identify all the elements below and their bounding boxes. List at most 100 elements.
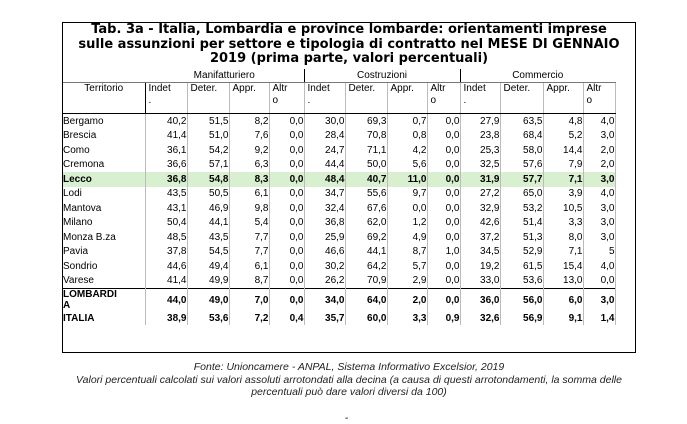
value-cell: 46,6	[303, 244, 346, 259]
value-cell: 64,2	[345, 259, 388, 274]
value-cell: 4,8	[543, 113, 584, 129]
subcolumn-header: Altr o	[269, 82, 305, 114]
value-cell: 56,9	[500, 311, 544, 325]
value-cell: 30,0	[303, 113, 346, 129]
value-cell: 5,6	[387, 157, 428, 172]
territory-cell: Como	[63, 143, 146, 158]
value-cell: 0,4	[269, 311, 305, 325]
value-cell: 5,7	[387, 259, 428, 274]
value-cell: 69,2	[345, 230, 388, 245]
value-cell: 36,6	[144, 157, 188, 172]
value-cell: 34,7	[303, 186, 346, 201]
value-cell: 36,8	[303, 215, 346, 230]
value-cell: 7,6	[229, 128, 270, 143]
value-cell: 11,0	[387, 172, 428, 187]
table-row: Brescia 41,4 51,0 7,6 0,0 28,4 70,8 0,8 0,0 23,8 6…	[63, 128, 616, 143]
value-cell: 8,3	[229, 172, 270, 187]
table-row: LOMBARDI A 44,0 49,0 7,0 0,0 34,0 64,0 2,0 0,0 36…	[63, 288, 616, 311]
value-cell: 71,1	[345, 143, 388, 158]
value-cell: 3,9	[543, 186, 584, 201]
value-cell: 0,0	[269, 288, 305, 311]
value-cell: 25,9	[303, 230, 346, 245]
value-cell: 51,0	[187, 128, 230, 143]
value-cell: 44,0	[144, 288, 188, 311]
value-cell: 0,0	[427, 128, 461, 143]
value-cell: 44,6	[144, 259, 188, 274]
value-cell: 9,8	[229, 201, 270, 216]
subcolumn-header: Indet .	[144, 82, 188, 114]
value-cell: 2,9	[387, 273, 428, 289]
territory-cell: Sondrio	[63, 259, 146, 274]
value-cell: 9,2	[229, 143, 270, 158]
value-cell: 5,2	[543, 128, 584, 143]
sector-header: Commercio	[459, 69, 615, 83]
value-cell: 54,2	[187, 143, 230, 158]
value-cell: 6,1	[229, 259, 270, 274]
value-cell: 62,0	[345, 215, 388, 230]
subcolumn-header: Appr.	[387, 82, 428, 114]
value-cell: 60,0	[345, 311, 388, 325]
value-cell: 0,0	[269, 230, 305, 245]
value-cell: 0,0	[427, 143, 461, 158]
value-cell: 44,1	[187, 215, 230, 230]
subcolumn-header: Indet .	[459, 82, 501, 114]
value-cell: 48,4	[303, 172, 346, 187]
value-cell: 0,0	[427, 273, 461, 289]
table-row: Varese 41,4 49,9 8,7 0,0 26,2 70,9 2,9 0,0 33,0 53…	[63, 273, 616, 289]
value-cell: 3,0	[583, 215, 616, 230]
sector-header: Manifatturiero	[145, 69, 304, 83]
value-cell: 5,4	[229, 215, 270, 230]
value-cell: 32,4	[303, 201, 346, 216]
value-cell: 19,2	[459, 259, 501, 274]
value-cell: 43,5	[187, 230, 230, 245]
subcolumn-header: Appr.	[229, 82, 270, 114]
value-cell: 2,0	[583, 143, 616, 158]
value-cell: 0,0	[269, 201, 305, 216]
subcolumn-header: Deter.	[345, 82, 388, 114]
value-cell: 5	[583, 244, 616, 259]
value-cell: 0,0	[269, 172, 305, 187]
value-cell: 3,0	[583, 288, 616, 311]
value-cell: 9,1	[543, 311, 584, 325]
value-cell: 7,1	[543, 172, 584, 187]
value-cell: 0,0	[427, 157, 461, 172]
territory-cell: Lodi	[63, 186, 146, 201]
value-cell: 43,5	[144, 186, 188, 201]
value-cell: 52,9	[500, 244, 544, 259]
value-cell: 36,8	[144, 172, 188, 187]
rounding-note: Valori percentuali calcolati sui valori …	[76, 374, 622, 398]
value-cell: 68,4	[500, 128, 544, 143]
value-cell: 41,4	[144, 273, 188, 289]
value-cell: 0,7	[387, 113, 428, 129]
value-cell: 26,2	[303, 273, 346, 289]
subcolumn-header: Appr.	[543, 82, 584, 114]
source-note: Fonte: Unioncamere - ANPAL, Sistema Info…	[193, 361, 505, 373]
value-cell: 0,0	[269, 244, 305, 259]
table-row: Lecco 36,8 54,8 8,3 0,0 48,4 40,7 11,0 0,0 31,9 57…	[63, 172, 616, 187]
value-cell: 33,0	[459, 273, 501, 289]
sector-header-row: Manifatturiero Costruzioni Commercio	[63, 69, 615, 83]
value-cell: 35,7	[303, 311, 346, 325]
table-title: Tab. 3a - Italia, Lombardia e province l…	[62, 22, 636, 67]
value-cell: 37,2	[459, 230, 501, 245]
value-cell: 57,7	[500, 172, 544, 187]
title-line-1: Tab. 3a - Italia, Lombardia e province l…	[91, 22, 607, 37]
value-cell: 14,4	[543, 143, 584, 158]
value-cell: 50,4	[144, 215, 188, 230]
value-cell: 8,0	[543, 230, 584, 245]
territory-cell: Pavia	[63, 244, 146, 259]
value-cell: 51,5	[187, 113, 230, 129]
table-row: Bergamo 40,2 51,5 8,2 0,0 30,0 69,3 0,7 0,0 27,9 6…	[63, 113, 616, 129]
value-cell: 4,0	[583, 113, 616, 129]
value-cell: 4,0	[583, 186, 616, 201]
value-cell: 3,0	[583, 172, 616, 187]
column-header-row: Territorio Indet . Deter. Appr. Altr o Indet…	[63, 82, 616, 114]
table-row: ITALIA 38,9 53,6 7,2 0,4 35,7 60,0 3,3 0,9 32,6 56…	[63, 311, 616, 325]
value-cell: 34,0	[303, 288, 346, 311]
value-cell: 0,0	[269, 113, 305, 129]
territory-cell: ITALIA	[63, 311, 146, 325]
value-cell: 54,8	[187, 172, 230, 187]
value-cell: 8,7	[229, 273, 270, 289]
sector-header: Costruzioni	[303, 69, 460, 83]
territory-cell: Monza B.za	[63, 230, 146, 245]
